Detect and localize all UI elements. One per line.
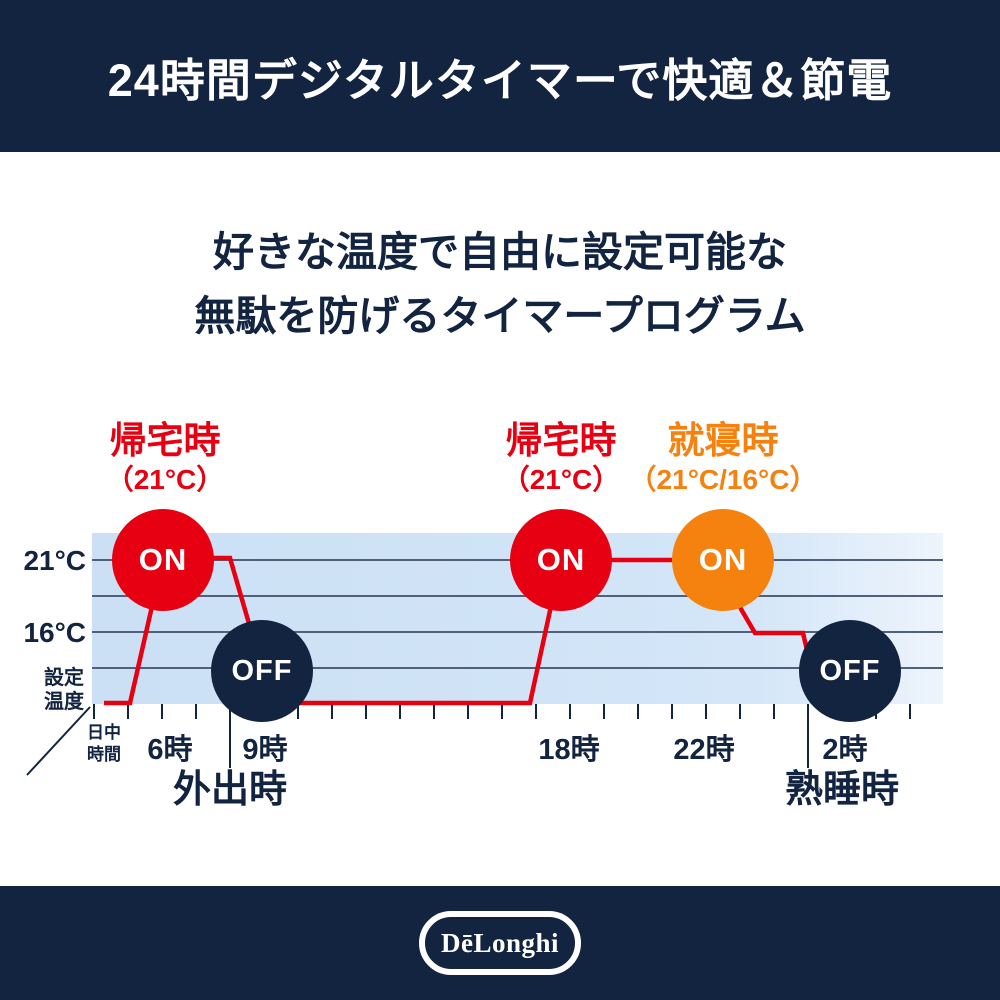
axis-ticks: [93, 704, 911, 719]
on-circle-bedtime-label: ON: [698, 542, 748, 577]
delonghi-logo: DēLonghi: [419, 911, 581, 975]
y-label-set-temp: 設定 温度: [0, 666, 84, 714]
x-label-18h: 18時: [538, 734, 600, 766]
x-label-daytime-line2: 時間: [87, 745, 121, 764]
x-label-daytime-line1: 日中: [87, 723, 121, 742]
top-banner: 24時間デジタルタイマーで快適＆節電: [0, 0, 1000, 152]
on-circle-return-1: ON: [112, 509, 214, 611]
intro-line-2: 無駄を防げるタイマープログラム: [194, 293, 806, 339]
y-label-set-temp-line1: 設定: [44, 667, 84, 689]
delonghi-logo-text: DēLonghi: [440, 927, 560, 958]
x-label-9h: 9時: [242, 734, 288, 766]
x-label-6h: 6時: [147, 734, 193, 766]
event-caption-return-1: 帰宅時 （21°C）: [55, 420, 275, 498]
event-caption-return-2-temp: （21°C）: [501, 464, 621, 495]
off-circle-deepsleep-label: OFF: [819, 654, 881, 687]
event-caption-return-2: 帰宅時 （21°C）: [451, 420, 671, 498]
on-circle-return-1-label: ON: [138, 542, 188, 577]
on-circle-bedtime: ON: [672, 509, 774, 611]
event-caption-bedtime-name: 就寝時: [667, 420, 779, 461]
event-caption-deepsleep: 熟睡時: [784, 769, 899, 811]
x-label-2h: 2時: [822, 734, 868, 766]
event-caption-return-1-temp: （21°C）: [105, 464, 225, 495]
event-caption-return-1-name: 帰宅時: [109, 420, 221, 461]
intro-text: 好きな温度で自由に設定可能な 無駄を防げるタイマープログラム: [0, 220, 1000, 348]
x-label-daytime: 日中 時間: [74, 722, 134, 766]
bottom-banner: DēLonghi: [0, 886, 1000, 1000]
on-circle-return-2: ON: [510, 509, 612, 611]
event-caption-return-2-name: 帰宅時: [505, 420, 617, 461]
event-caption-outing: 外出時: [172, 769, 287, 811]
off-circle-outing: OFF: [211, 620, 313, 722]
off-circle-outing-label: OFF: [231, 654, 293, 687]
off-circle-deepsleep: OFF: [799, 620, 901, 722]
axis-break-line: [26, 706, 91, 776]
x-label-22h: 22時: [673, 734, 735, 766]
intro-line-1: 好きな温度で自由に設定可能な: [213, 229, 787, 275]
event-caption-bedtime: 就寝時 （21°C/16°C）: [603, 420, 843, 498]
event-caption-bedtime-temp: （21°C/16°C）: [628, 464, 818, 495]
page-title: 24時間デジタルタイマーで快適＆節電: [107, 54, 893, 106]
on-circle-return-2-label: ON: [536, 542, 586, 577]
y-label-21c: 21°C: [23, 545, 86, 576]
y-label-set-temp-line2: 温度: [44, 691, 84, 713]
event-drop-lines: [229, 704, 809, 768]
y-label-16c: 16°C: [23, 617, 86, 648]
